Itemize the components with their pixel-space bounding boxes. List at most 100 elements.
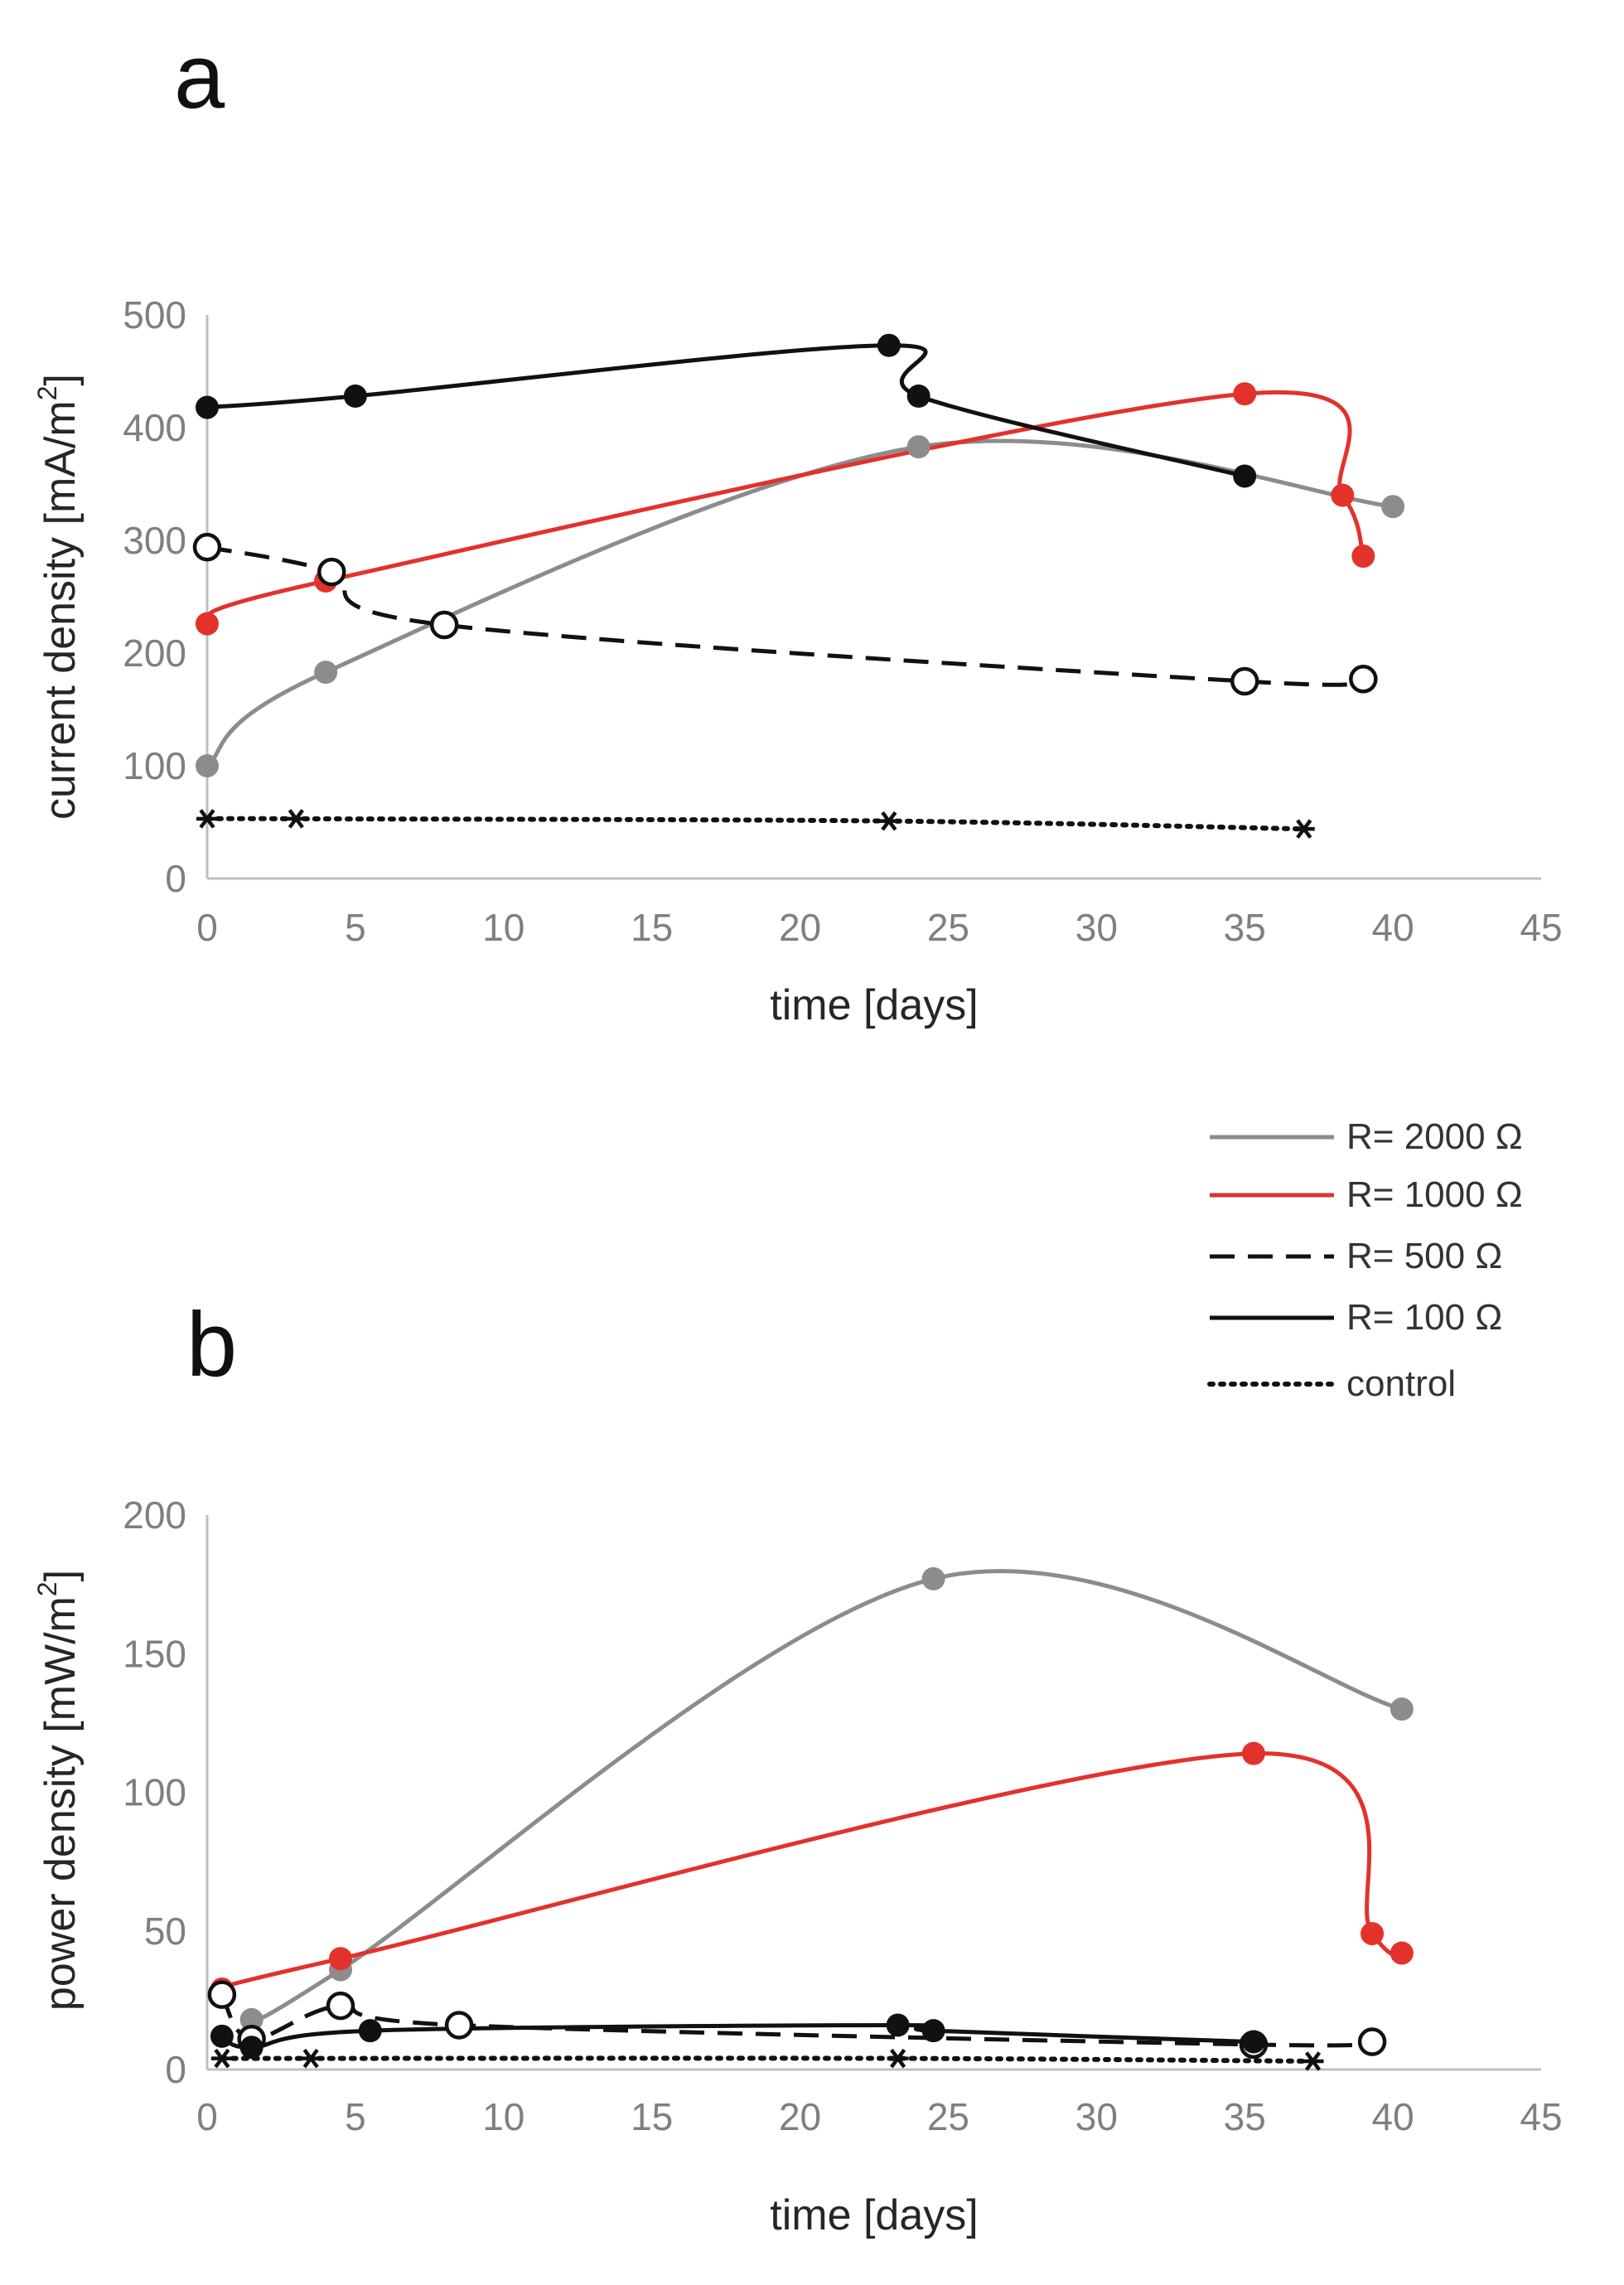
y-tick-label: 0 [165, 857, 186, 900]
r100-point-0 [210, 2024, 234, 2048]
chart-panel-b: 0 5 10 15 20 25 30 35 40 45 0 50 100 150 200 time [days… [32, 1493, 1563, 2239]
r1000-point-4 [1351, 545, 1375, 569]
r100-point-3 [886, 2013, 910, 2037]
x-tick-label: 20 [779, 906, 821, 949]
r100-point-4 [921, 2019, 945, 2043]
r100-markers [210, 2013, 1265, 2060]
r500-point-5 [1357, 2027, 1387, 2056]
x-tick-label: 25 [927, 906, 969, 949]
legend: R= 2000 Ω R= 1000 Ω R= 500 Ω R= 100 Ω contro… [1207, 1116, 1523, 1404]
r1000-point-4 [1390, 1941, 1414, 1965]
control-point-0 [196, 809, 218, 829]
x-tick-label: 10 [482, 2095, 524, 2138]
control-markers [210, 2048, 1324, 2071]
x-tick-label: 40 [1372, 2095, 1414, 2138]
r500-point-2 [429, 610, 459, 640]
control-point-2 [877, 811, 900, 831]
x-tick-label: 35 [1224, 906, 1266, 949]
x-axis-title: time [days] [770, 2191, 978, 2239]
r1000-series-line [205, 390, 1365, 626]
x-tick-label: 15 [631, 906, 673, 949]
y-axis-title-main: power density [mW/m [36, 1596, 85, 2011]
r2000-series-line [250, 1569, 1403, 2022]
r2000-markers [239, 1566, 1414, 2031]
x-tick-label: 35 [1224, 2095, 1266, 2138]
x-tick-label: 40 [1372, 906, 1414, 949]
x-tick-label: 20 [779, 2095, 821, 2138]
r2000-point-0 [196, 754, 219, 777]
x-tick-label: 5 [345, 2095, 366, 2138]
y-tick-label: 150 [123, 1632, 186, 1675]
y-axis-title: current density [mA/m2] [32, 374, 85, 820]
x-tick-label: 30 [1075, 2095, 1118, 2138]
legend-label-r2000: R= 2000 Ω [1346, 1116, 1523, 1157]
r500-point-4 [1349, 665, 1378, 694]
legend-label-r1000: R= 1000 Ω [1346, 1174, 1523, 1215]
y-axis-title-sup: 2 [32, 1581, 62, 1596]
r2000-point-3 [1381, 495, 1405, 519]
r1000-point-3 [1361, 1922, 1385, 1946]
r2000-point-3 [1390, 1697, 1414, 1721]
r500-point-0 [207, 1980, 237, 2009]
r100-point-2 [877, 333, 901, 357]
r100-point-1 [343, 384, 367, 408]
r1000-point-1 [329, 1947, 352, 1971]
y-tick-label: 100 [123, 1771, 186, 1814]
control-markers [196, 809, 1315, 839]
r100-point-3 [906, 384, 930, 408]
r100-point-1 [239, 2036, 263, 2060]
y-axis-title: power density [mW/m2] [32, 1570, 85, 2011]
x-axis-title: time [days] [770, 981, 978, 1029]
r100-series-line [220, 2022, 1254, 2050]
r2000-point-1 [314, 661, 338, 685]
r500-point-3 [444, 2011, 474, 2040]
y-tick-label: 500 [123, 293, 186, 336]
legend-label-r100: R= 100 Ω [1346, 1297, 1502, 1338]
r500-point-1 [317, 557, 346, 587]
control-point-3 [1302, 2051, 1324, 2071]
r500-series-line [220, 1993, 1373, 2048]
r500-point-3 [1230, 666, 1259, 696]
r100-point-4 [1233, 464, 1257, 488]
r2000-markers [196, 435, 1405, 777]
r1000-series-line [220, 1751, 1404, 1992]
r2000-point-2 [906, 435, 930, 459]
y-tick-label: 200 [123, 632, 186, 675]
r1000-point-3 [1331, 483, 1355, 507]
control-series-line [205, 816, 1307, 832]
control-series-line [219, 2055, 1316, 2064]
r500-markers [192, 532, 1378, 696]
control-point-1 [285, 809, 307, 829]
y-tick-label: 300 [123, 519, 186, 562]
x-tick-label: 30 [1075, 906, 1118, 949]
y-axis-title-sup: 2 [32, 385, 62, 400]
x-tick-label: 45 [1520, 2095, 1562, 2138]
r100-markers [196, 333, 1257, 488]
r500-point-0 [192, 532, 222, 562]
r2000-point-2 [921, 1566, 945, 1590]
r1000-point-2 [1241, 1741, 1265, 1765]
x-tick-label: 15 [631, 2095, 673, 2138]
y-tick-label: 50 [144, 1910, 186, 1953]
r1000-point-2 [1233, 382, 1257, 406]
r1000-markers [210, 1741, 1414, 2001]
legend-label-control: control [1346, 1363, 1456, 1404]
y-axis-title-main: current density [mA/m [36, 400, 85, 820]
control-point-3 [1293, 819, 1315, 839]
r500-point-2 [326, 1991, 355, 2021]
panel-letter-a: a [174, 26, 225, 128]
control-point-2 [887, 2048, 909, 2069]
r2000-series-line [205, 438, 1394, 767]
control-point-1 [300, 2048, 322, 2069]
control-point-0 [210, 2048, 233, 2069]
x-tick-label: 0 [196, 906, 218, 949]
legend-label-r500: R= 500 Ω [1346, 1236, 1502, 1276]
y-tick-label: 200 [123, 1493, 186, 1537]
y-tick-label: 100 [123, 744, 186, 787]
x-tick-label: 25 [927, 2095, 969, 2138]
y-tick-label: 0 [165, 2048, 186, 2091]
r100-point-0 [196, 395, 219, 419]
x-tick-label: 10 [482, 906, 524, 949]
r2000-point-0 [239, 2007, 263, 2031]
